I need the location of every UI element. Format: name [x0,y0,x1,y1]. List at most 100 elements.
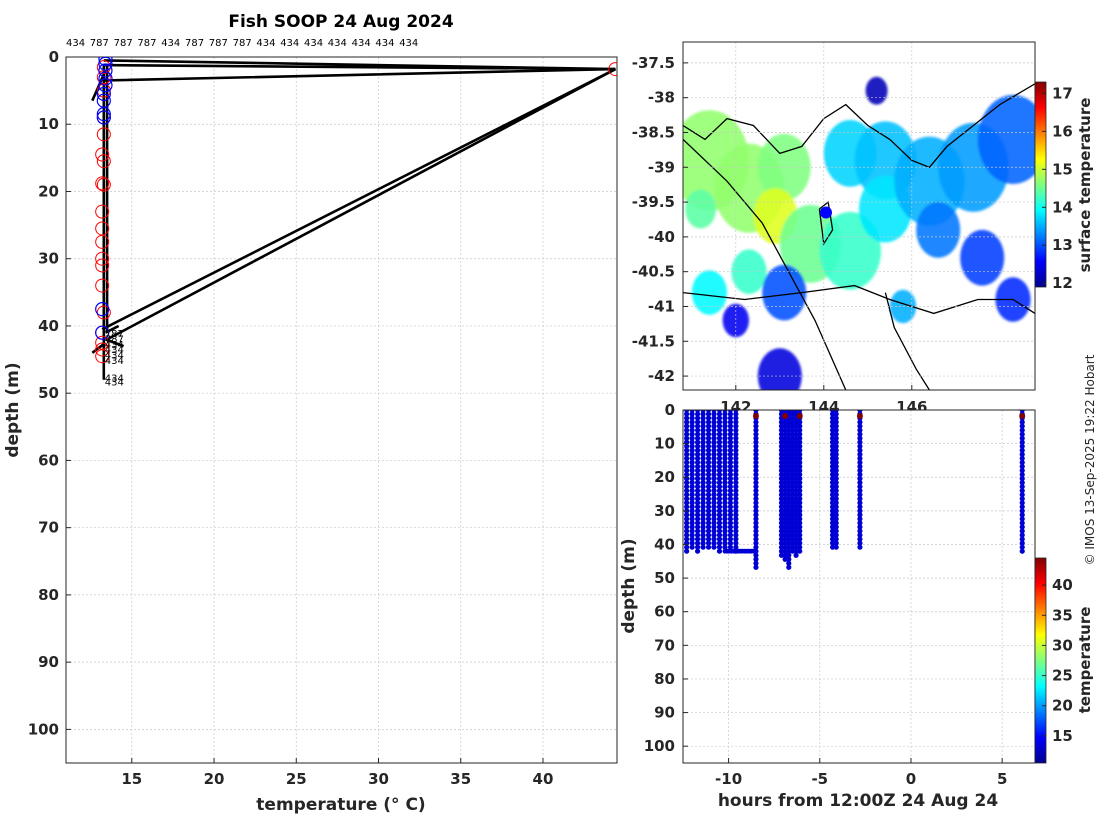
time-depth-point [727,411,734,417]
time-depth-point [733,492,739,498]
time-depth-point [786,504,792,510]
time-depth-point [857,520,863,526]
time-depth-point [786,423,792,429]
profile-line [106,67,617,341]
time-depth-y-tick-label: 50 [654,569,675,587]
time-depth-point [786,532,792,538]
time-depth-point [857,419,863,425]
time-depth-point [716,512,723,518]
time-depth-point [733,471,739,478]
time-depth-point [793,475,799,482]
time-depth-point [711,455,717,462]
time-depth-point [689,540,695,546]
time-depth-colorbar-ticks: 15 20 25 30 35 40 [1042,576,1073,745]
time-depth-point [833,451,839,457]
time-depth-point [700,423,706,429]
time-depth-point [727,423,734,429]
time-depth-point [705,496,712,502]
map-colorbar-tick-label: 16 [1052,122,1073,140]
time-depth-point [833,415,839,421]
time-depth-point [753,496,759,502]
profile-platform-label: 787 [185,38,204,49]
time-depth-colorbar-label: temperature [1076,607,1094,714]
profile-point-far [608,62,617,77]
profile-y-tick-label: 70 [38,519,59,537]
time-depth-point [722,524,728,530]
time-depth-point [733,544,739,550]
time-depth-point [1019,419,1025,425]
map-sst-patch [819,211,881,290]
time-depth-point [789,423,796,429]
time-depth-point [716,508,723,514]
time-depth-point [829,540,836,546]
time-depth-point [689,544,695,550]
time-depth-point [797,475,803,482]
time-depth-point [727,532,734,538]
time-depth-point [733,431,739,437]
time-depth-point [689,475,695,482]
time-depth-point [793,443,799,449]
time-depth-point [700,532,706,538]
profile-point-far [96,60,111,75]
time-depth-point [833,475,839,482]
map-lat-tick-label: -38.5 [632,123,675,141]
time-depth-point [1019,516,1025,522]
time-depth-point [833,455,839,462]
time-depth-point [1019,544,1025,550]
time-depth-point [753,560,759,566]
profile-point-far [96,305,111,320]
time-depth-point [694,419,701,425]
time-depth-point [694,467,701,474]
time-depth-point [786,419,792,425]
map-sst-patch [685,189,716,229]
time-depth-point [711,536,717,542]
time-depth-point [782,528,788,534]
map-sst-patch [757,348,802,390]
time-depth-point [786,528,792,534]
time-depth-point [689,532,695,538]
profile-x-axis-label-text: temperature (° C) [256,795,425,815]
time-depth-point [753,480,759,486]
time-depth-point [694,512,701,518]
profile-point-far [95,204,110,219]
time-depth-point [793,492,799,498]
time-depth-point [733,532,739,538]
time-depth-point [829,475,836,482]
time-depth-point [716,415,723,421]
time-depth-point [782,435,788,441]
time-depth-point [829,415,836,421]
time-depth-point [727,512,734,518]
time-depth-point [1019,520,1025,526]
time-depth-point [705,488,712,494]
time-depth-point [694,411,701,417]
time-depth-point [753,516,759,522]
map-position-marker [820,206,832,219]
time-depth-point [716,443,723,449]
time-depth-point [753,532,759,538]
time-depth-point [711,540,717,546]
time-depth-point [789,492,796,498]
time-depth-point [684,415,690,421]
time-depth-point [694,544,701,550]
time-depth-point [705,500,712,506]
time-depth-point [786,540,792,546]
time-depth-point [829,459,836,466]
time-depth-point [793,480,799,486]
time-depth-point [711,488,717,494]
time-depth-point [733,423,739,429]
time-depth-point [716,467,723,474]
time-depth-point [1019,540,1025,546]
time-depth-point [857,467,863,474]
time-depth-point [689,508,695,514]
time-depth-point [727,447,734,453]
time-depth-point [722,443,728,449]
profile-point-near [98,57,113,67]
time-depth-point [727,492,734,498]
time-depth-point [789,512,796,518]
time-depth-point [689,520,695,526]
time-depth-point [797,427,803,433]
time-depth-point [833,528,839,534]
time-depth-point [753,435,759,441]
time-depth-point [694,435,701,441]
time-depth-point [700,496,706,502]
